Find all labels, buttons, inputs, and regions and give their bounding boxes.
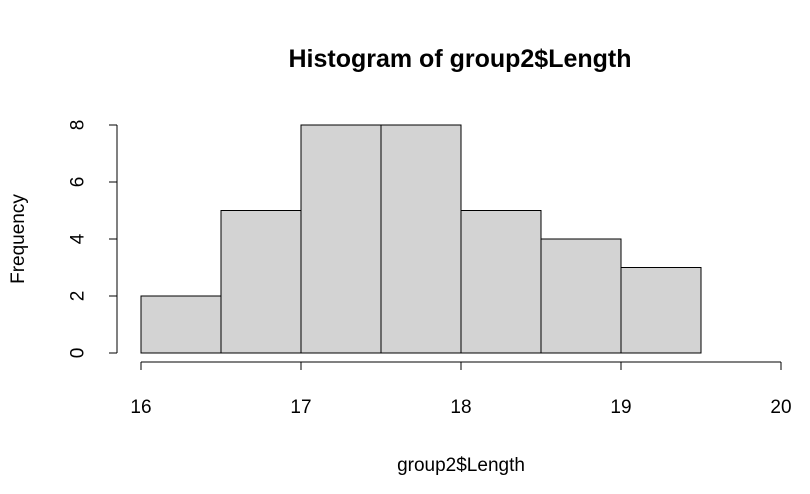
y-tick-label-6: 6 [68,177,89,188]
bars-group [140,124,702,354]
y-axis: 0 2 4 6 8 [68,120,118,359]
chart-title: Histogram of group2$Length [288,45,631,73]
x-axis-label: group2$Length [397,455,525,476]
histogram-bar-6 [620,267,702,354]
y-axis-label: Frequency [8,194,29,284]
histogram-bar-2 [300,124,382,354]
y-tick-label-8: 8 [68,120,89,131]
histogram-bar-1 [220,210,302,354]
x-tick-label-18: 18 [450,397,471,418]
y-tick-label-2: 2 [68,291,89,302]
histogram-bar-3 [380,124,462,354]
histogram-bar-4 [460,210,542,354]
x-tick-label-17: 17 [290,397,311,418]
x-tick-label-16: 16 [130,397,151,418]
x-axis: 16 17 18 19 20 [130,361,792,418]
histogram-bar-5 [540,238,622,354]
x-tick-label-19: 19 [610,397,631,418]
x-tick-label-20: 20 [770,397,791,418]
y-tick-label-0: 0 [68,348,89,359]
y-tick-label-4: 4 [68,233,89,244]
histogram-bar-0 [140,295,222,354]
